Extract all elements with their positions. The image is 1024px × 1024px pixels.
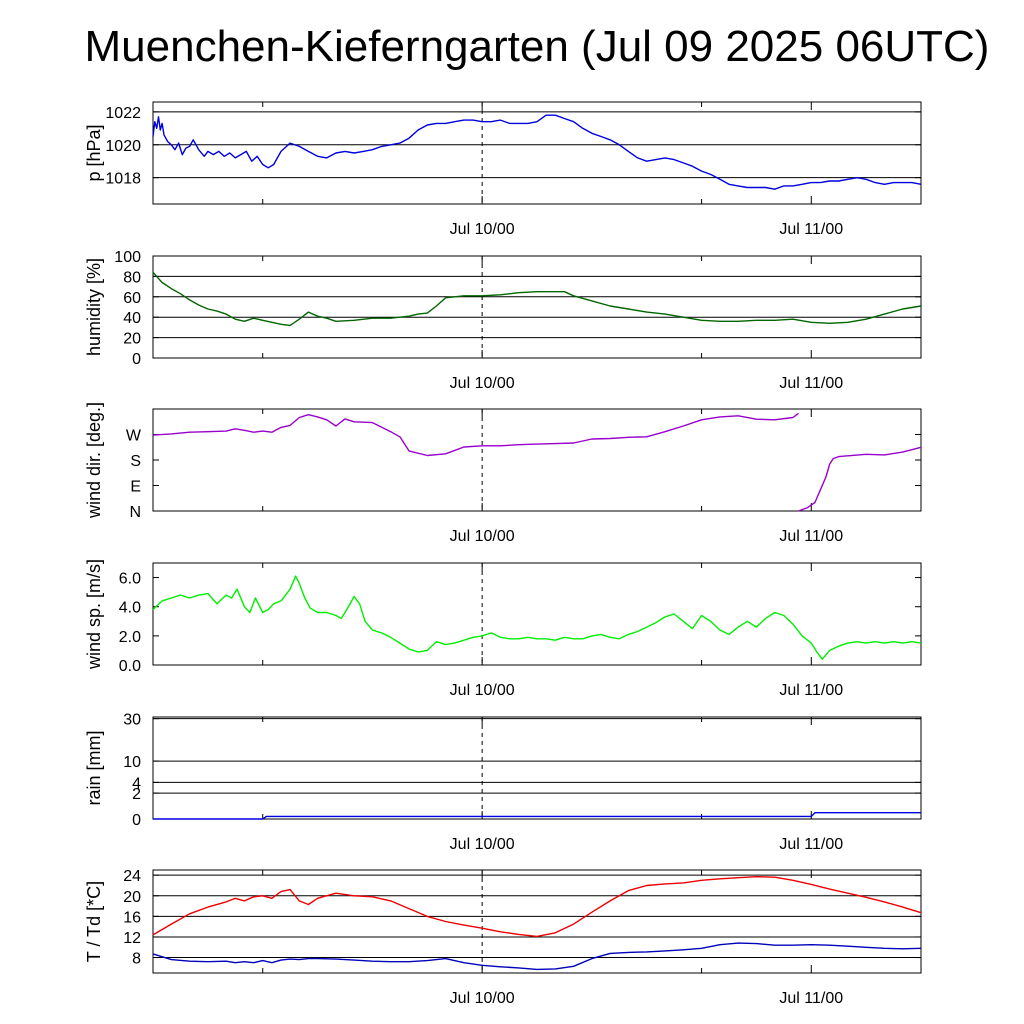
y-tick-label: 30 (123, 712, 141, 729)
chart-title: Muenchen-Kieferngarten (Jul 09 2025 06UT… (84, 22, 990, 71)
plot-frame (152, 255, 922, 359)
x-tick-label: Jul 10/00 (450, 682, 515, 699)
y-tick-label: 60 (123, 290, 141, 307)
x-tick-label: Jul 10/00 (450, 375, 515, 392)
y-tick-label: 10 (123, 754, 141, 771)
y-tick-label: W (126, 428, 142, 445)
y-tick-label: 12 (123, 930, 141, 947)
y-tick-label: 40 (123, 310, 141, 327)
plot-frame (152, 101, 922, 205)
y-axis-label: T / Td [*C] (84, 881, 104, 962)
series-line-humidity (152, 271, 922, 327)
y-tick-label: 1022 (105, 105, 141, 122)
plot-frame (152, 869, 922, 974)
series-line-wind_dir (152, 412, 799, 457)
y-tick-label: 16 (123, 909, 141, 926)
x-tick-label: Jul 11/00 (779, 221, 843, 238)
y-tick-label: 6.0 (119, 571, 141, 588)
x-tick-label: Jul 10/00 (450, 836, 515, 853)
series-line-wind_speed (152, 575, 922, 660)
panel-humidity: 0 20 40 60 80 100 Jul 10/00 Jul 11/00 humidity [… (84, 249, 922, 392)
y-tick-label: 0 (132, 351, 141, 368)
plot-frame (152, 408, 922, 512)
y-tick-label: 8 (132, 951, 141, 968)
x-tick-label: Jul 10/00 (450, 990, 515, 1007)
y-tick-label: 2 (132, 786, 141, 803)
y-tick-label: 100 (114, 249, 141, 266)
x-tick-label: Jul 11/00 (779, 990, 843, 1007)
series-line-rain (153, 812, 921, 820)
y-tick-label: 0.0 (119, 658, 141, 675)
x-tick-label: Jul 11/00 (779, 682, 843, 699)
x-tick-label: Jul 11/00 (779, 375, 843, 392)
plot-frame (152, 716, 922, 820)
series-line-dewpoint (152, 942, 922, 971)
series-line-temperature (152, 876, 922, 938)
y-tick-label: 24 (123, 868, 141, 885)
y-axis-label: rain [mm] (84, 730, 104, 805)
y-axis-label: wind dir. [deg.] (84, 402, 104, 519)
y-tick-label: 1018 (105, 171, 141, 188)
x-tick-label: Jul 11/00 (779, 528, 843, 545)
y-axis-label: p [hPa] (84, 124, 104, 181)
panel-temp-dewpoint: 8 12 16 20 24 Jul 10/00 Jul 11/00 T / Td [*C] (84, 868, 922, 1007)
x-tick-label: Jul 10/00 (450, 528, 515, 545)
y-tick-label: E (130, 479, 141, 496)
panel-wind-speed: 0.0 2.0 4.0 6.0 Jul 10/00 Jul 11/00 wind sp. [… (84, 559, 922, 699)
y-axis-label: wind sp. [m/s] (84, 559, 104, 670)
x-tick-label: Jul 10/00 (450, 221, 515, 238)
y-tick-label: S (130, 453, 141, 470)
panel-pressure: 1018 1020 1022 Jul 10/00 Jul 11/00 p [hPa] (84, 101, 922, 238)
y-tick-label: 20 (123, 331, 141, 348)
y-tick-label: N (129, 504, 141, 521)
plot-frame (152, 562, 922, 666)
y-tick-label: 4.0 (119, 600, 141, 617)
y-axis-label: humidity [%] (84, 258, 104, 356)
y-tick-label: 20 (123, 889, 141, 906)
y-tick-label: 2.0 (119, 629, 141, 646)
x-tick-label: Jul 11/00 (779, 836, 843, 853)
series-line-pressure (152, 114, 922, 190)
y-tick-label: 4 (132, 775, 141, 792)
y-tick-label: 0 (132, 812, 141, 829)
y-tick-label: 80 (123, 269, 141, 286)
panel-rain: 0 24 10 30 Jul 10/00 Jul 11/00 rain [mm] (84, 712, 922, 853)
y-tick-label: 1020 (105, 138, 141, 155)
series-line-wind_dir (798, 446, 922, 512)
